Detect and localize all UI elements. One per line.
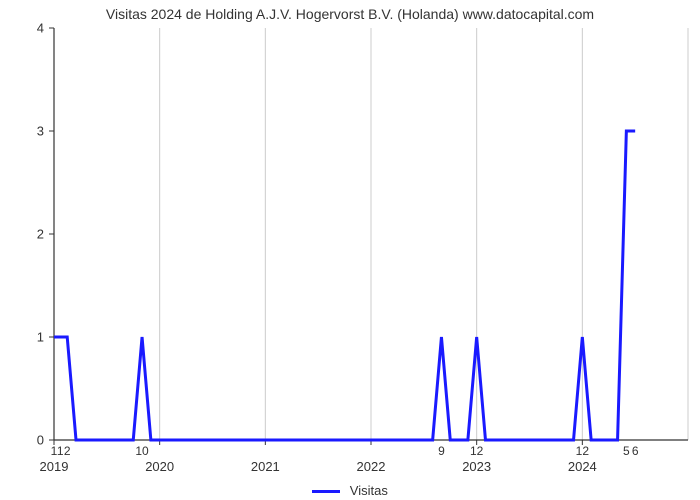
y-tick-label: 2: [37, 227, 44, 242]
legend-swatch: [312, 490, 340, 493]
plot-area: [0, 0, 700, 500]
x-value-label: 12: [470, 444, 483, 458]
x-value-label: 1: [57, 444, 64, 458]
x-year-label: 2022: [357, 459, 386, 474]
x-value-label: 5: [623, 444, 630, 458]
x-year-label: 2021: [251, 459, 280, 474]
visits-chart: Visitas 2024 de Holding A.J.V. Hogervors…: [0, 0, 700, 500]
y-tick-label: 0: [37, 433, 44, 448]
x-value-label: 12: [576, 444, 589, 458]
legend: Visitas: [0, 483, 700, 498]
x-year-label: 2023: [462, 459, 491, 474]
y-tick-label: 3: [37, 124, 44, 139]
x-value-label: 9: [438, 444, 445, 458]
x-year-label: 2020: [145, 459, 174, 474]
x-year-label: 2019: [40, 459, 69, 474]
y-tick-label: 4: [37, 21, 44, 36]
x-value-label: 2: [64, 444, 71, 458]
y-tick-label: 1: [37, 330, 44, 345]
legend-label: Visitas: [350, 483, 388, 498]
x-year-label: 2024: [568, 459, 597, 474]
x-value-label: 10: [135, 444, 148, 458]
x-value-label: 6: [632, 444, 639, 458]
